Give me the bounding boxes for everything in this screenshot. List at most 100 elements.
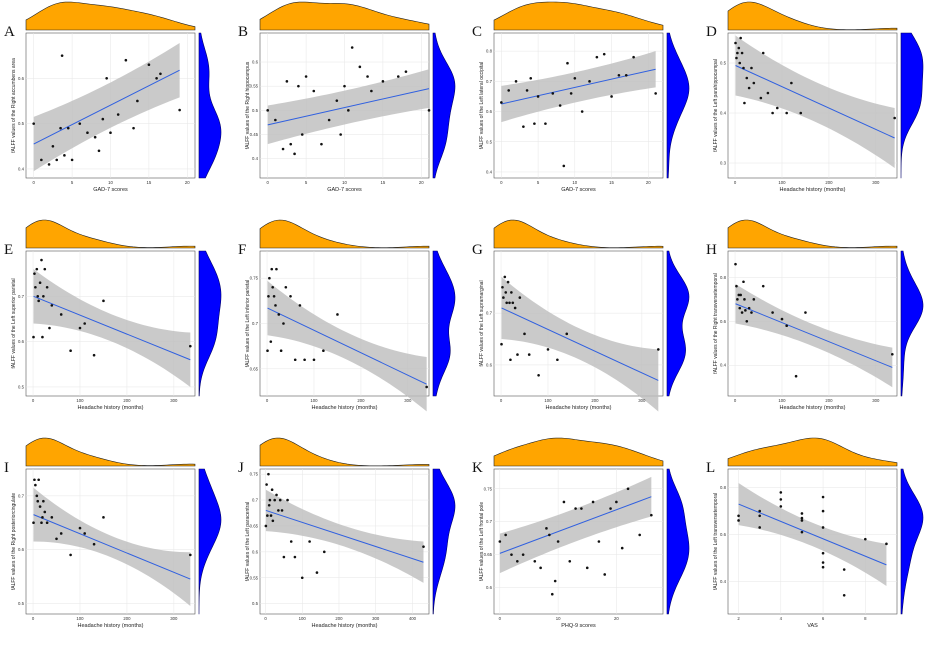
data-point (736, 51, 739, 55)
data-point (40, 158, 43, 162)
x-axis-label: GAD-7 scores (93, 187, 128, 193)
y-density (900, 468, 924, 615)
data-point (891, 352, 894, 356)
regression-line (501, 68, 656, 105)
y-tick-label: 0.7 (486, 79, 493, 84)
panel-I: I 0 100 200 300 0.5 0.6 0.7 Headache history (mo… (4, 437, 222, 629)
y-tick-label: 0.7 (252, 321, 259, 326)
data-point (750, 311, 753, 314)
data-point (588, 80, 591, 83)
x-axis-label: Headache history (months) (77, 623, 143, 629)
y-tick-label: 0.45 (250, 132, 259, 137)
y-axis-label: fALFF values of the Right accumbens area (11, 58, 17, 153)
y-density (432, 32, 456, 179)
data-point (761, 284, 765, 288)
y-tick-label: 0.6 (18, 339, 25, 344)
y-axis-label: fALFF values of the Left superior pariet… (11, 278, 17, 368)
panel-letter: H (706, 242, 717, 258)
y-tick-label: 0.6 (486, 585, 493, 590)
data-point (55, 537, 58, 541)
data-point (752, 298, 756, 301)
x-tick-label: 200 (825, 398, 833, 403)
data-point (761, 51, 765, 55)
x-tick-label: 4 (780, 616, 783, 621)
data-point (514, 80, 518, 83)
data-point (821, 509, 825, 513)
data-point (553, 579, 557, 583)
data-point (585, 566, 589, 570)
panel-letter: I (4, 460, 9, 476)
data-point (268, 276, 271, 280)
x-density (493, 1, 664, 31)
data-point (322, 349, 325, 352)
data-point (734, 41, 737, 45)
data-point (109, 131, 112, 134)
data-point (289, 540, 293, 543)
data-point (36, 295, 40, 298)
y-tick-label: 0.5 (18, 601, 25, 606)
data-point (277, 509, 280, 512)
regression-line (267, 88, 430, 126)
x-axis-label: GAD-7 scores (561, 187, 596, 193)
y-density (198, 32, 222, 179)
data-point (800, 519, 804, 522)
y-density (432, 250, 456, 397)
data-point (266, 109, 269, 112)
y-tick-label: 0.7 (18, 294, 25, 299)
y-tick-label: 0.7 (252, 498, 259, 503)
data-point (59, 313, 63, 316)
data-point (69, 349, 72, 352)
data-point (503, 275, 507, 279)
panel-H: H 0 100 200 300 0.4 0.6 0.8 Headache history (mo… (706, 219, 924, 411)
data-point (529, 77, 533, 80)
data-point (267, 295, 270, 298)
data-point (293, 358, 297, 362)
y-tick-label: 0.5 (720, 61, 727, 66)
data-point (740, 51, 744, 55)
x-tick-label: 100 (778, 180, 786, 185)
x-tick-label: 10 (572, 180, 577, 185)
regression-line (33, 295, 191, 361)
data-point (516, 353, 519, 356)
data-point (274, 118, 277, 122)
data-point (500, 101, 503, 104)
data-point (597, 540, 601, 543)
x-density (727, 219, 898, 249)
data-point (147, 63, 151, 67)
data-point (78, 122, 82, 125)
data-point (626, 487, 630, 491)
x-tick-label: 100 (310, 398, 318, 403)
y-tick-label: 0.6 (18, 76, 25, 81)
data-point (83, 532, 86, 535)
data-point (282, 555, 286, 559)
x-tick-label: 0 (32, 398, 35, 403)
data-point (159, 72, 162, 76)
y-tick-label: 0.8 (720, 275, 727, 280)
data-point (327, 118, 331, 122)
data-point (343, 84, 346, 88)
data-point (38, 505, 42, 508)
data-point (800, 530, 804, 534)
panel-L: L 2 4 6 8 0.4 0.6 0.8 VAS fALFF values of the Lef… (706, 437, 924, 629)
data-point (289, 142, 293, 146)
x-tick-label: 10 (108, 180, 113, 185)
data-point (632, 55, 635, 59)
data-point (735, 56, 738, 60)
data-point (32, 335, 35, 339)
data-point (37, 478, 40, 482)
data-point (505, 301, 508, 305)
data-point (609, 507, 612, 510)
data-point (308, 540, 311, 543)
y-tick-label: 0.65 (250, 366, 259, 371)
x-axis-label: Headache history (months) (77, 405, 143, 411)
data-point (86, 131, 89, 134)
data-point (821, 495, 825, 499)
data-point (381, 80, 385, 83)
y-tick-label: 0.4 (252, 156, 259, 161)
data-point (300, 576, 304, 580)
data-point (41, 516, 44, 519)
data-point (551, 92, 555, 95)
data-point (59, 532, 63, 535)
panel-K: K 0 10 20 0.6 0.65 0.7 0.75 PHQ-9 scores fALFF va… (472, 437, 690, 629)
data-point (771, 111, 774, 115)
